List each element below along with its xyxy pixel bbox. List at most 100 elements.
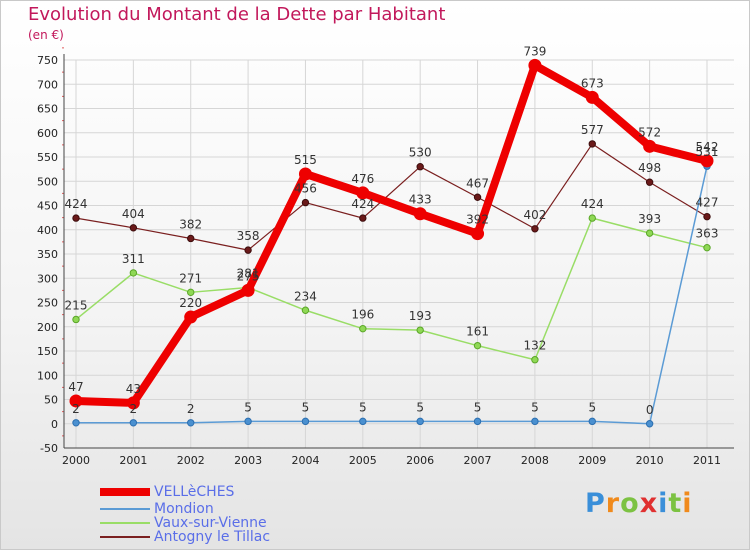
data-point bbox=[588, 214, 596, 222]
x-tick-label: 2004 bbox=[291, 454, 319, 467]
data-label: 5 bbox=[302, 400, 310, 414]
x-tick-label: 2007 bbox=[464, 454, 492, 467]
data-label: 281 bbox=[237, 266, 260, 280]
data-label: 393 bbox=[638, 212, 661, 226]
data-point bbox=[703, 243, 711, 252]
y-tick-label: -50 bbox=[40, 442, 58, 455]
data-label: 161 bbox=[466, 325, 489, 339]
x-tick-label: 2003 bbox=[234, 454, 262, 467]
data-point bbox=[531, 356, 539, 364]
y-tick-label: 450 bbox=[37, 200, 58, 213]
data-point bbox=[471, 227, 485, 241]
data-label: 196 bbox=[351, 308, 374, 322]
data-point bbox=[129, 224, 138, 232]
data-label: 382 bbox=[179, 217, 202, 231]
data-label: 424 bbox=[351, 197, 374, 211]
y-tick-label: 200 bbox=[37, 321, 58, 334]
data-point bbox=[703, 212, 711, 221]
data-label: 5 bbox=[474, 400, 482, 414]
data-label: 476 bbox=[351, 172, 374, 186]
data-label: 43 bbox=[126, 382, 141, 396]
data-label: 5 bbox=[359, 400, 367, 414]
data-point bbox=[359, 417, 367, 426]
y-tick-label: 700 bbox=[37, 78, 58, 91]
data-label: 572 bbox=[638, 125, 661, 139]
data-label: 215 bbox=[65, 298, 88, 312]
data-label: 456 bbox=[294, 182, 317, 196]
data-point bbox=[645, 420, 654, 428]
data-point bbox=[184, 310, 198, 324]
data-point bbox=[645, 229, 654, 237]
legend-swatch bbox=[100, 488, 150, 496]
data-point bbox=[301, 306, 310, 314]
data-label: 577 bbox=[581, 123, 604, 137]
data-point bbox=[416, 326, 424, 334]
y-tick-label: 300 bbox=[37, 272, 58, 285]
data-point bbox=[416, 417, 424, 426]
data-label: 2 bbox=[187, 402, 195, 416]
series-line-3 bbox=[75, 143, 708, 251]
data-label: 498 bbox=[638, 161, 661, 175]
x-tick-label: 2002 bbox=[177, 454, 205, 467]
y-tick-label: 550 bbox=[37, 151, 58, 164]
x-tick-label: 2009 bbox=[578, 454, 606, 467]
data-label: 220 bbox=[179, 296, 202, 310]
legend-swatch bbox=[100, 508, 150, 510]
y-tick-label: 350 bbox=[37, 248, 58, 261]
data-label: 404 bbox=[122, 207, 145, 221]
data-label: 2 bbox=[130, 402, 138, 416]
x-tick-label: 2001 bbox=[119, 454, 147, 467]
data-point bbox=[645, 178, 654, 186]
legend-item: VELLèCHES bbox=[100, 484, 360, 500]
legend-swatch bbox=[100, 536, 150, 538]
data-point bbox=[72, 214, 80, 222]
data-label: 542 bbox=[696, 140, 719, 154]
data-point bbox=[413, 207, 427, 221]
data-label: 132 bbox=[523, 339, 546, 353]
data-point bbox=[72, 315, 80, 324]
data-point bbox=[531, 225, 539, 233]
data-point bbox=[528, 58, 542, 72]
data-label: 424 bbox=[65, 197, 88, 211]
y-tick-label: 600 bbox=[37, 127, 58, 140]
data-point bbox=[588, 140, 596, 148]
data-point bbox=[298, 167, 312, 181]
y-tick-label: 50 bbox=[44, 394, 58, 407]
data-label: 271 bbox=[179, 271, 202, 285]
data-label: 363 bbox=[696, 227, 719, 241]
data-point bbox=[241, 283, 255, 297]
data-label: 193 bbox=[409, 309, 432, 323]
data-label: 427 bbox=[696, 196, 719, 210]
data-point bbox=[129, 419, 138, 427]
x-tick-label: 2000 bbox=[62, 454, 90, 467]
data-label: 402 bbox=[523, 208, 546, 222]
y-tick-label: 650 bbox=[37, 103, 58, 116]
data-label: 392 bbox=[466, 213, 489, 227]
chart-subtitle: (en €) bbox=[28, 28, 64, 42]
data-label: 673 bbox=[581, 76, 604, 90]
data-point bbox=[187, 288, 195, 297]
series-line-1 bbox=[75, 165, 708, 425]
y-tick-label: 250 bbox=[37, 297, 58, 310]
data-label: 0 bbox=[646, 403, 654, 417]
x-tick-label: 2006 bbox=[406, 454, 434, 467]
data-label: 5 bbox=[531, 400, 539, 414]
data-point bbox=[359, 324, 367, 333]
data-point bbox=[129, 269, 138, 277]
data-point bbox=[700, 154, 714, 168]
legend-item: Antogny le Tillac bbox=[100, 529, 360, 545]
data-point bbox=[244, 246, 252, 254]
data-label: 515 bbox=[294, 153, 317, 167]
x-tick-label: 2011 bbox=[693, 454, 721, 467]
x-tick-label: 2010 bbox=[636, 454, 664, 467]
data-label: 311 bbox=[122, 252, 145, 266]
legend-label: Vaux-sur-Vienne bbox=[154, 515, 267, 531]
data-point bbox=[473, 341, 482, 350]
data-label: 467 bbox=[466, 176, 489, 190]
data-label: 424 bbox=[581, 197, 604, 211]
y-tick-label: 100 bbox=[37, 369, 58, 382]
x-tick-label: 2005 bbox=[349, 454, 377, 467]
data-label: 5 bbox=[416, 400, 424, 414]
data-point bbox=[301, 198, 310, 207]
chart-title: Evolution du Montant de la Dette par Hab… bbox=[28, 4, 446, 25]
